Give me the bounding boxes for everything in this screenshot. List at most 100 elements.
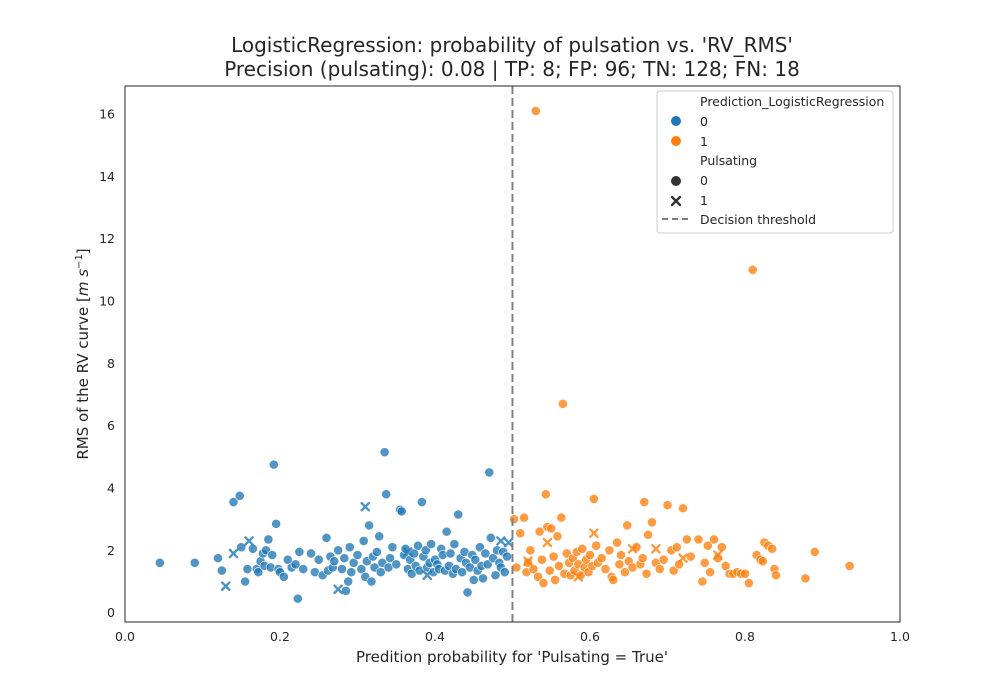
data-point-circle xyxy=(329,556,340,567)
data-point-circle xyxy=(413,540,423,551)
y-tick-label: 10 xyxy=(99,294,115,309)
data-point-circle xyxy=(596,553,607,564)
data-point-circle xyxy=(416,497,427,507)
data-point-circle xyxy=(544,565,555,576)
data-point-circle xyxy=(449,539,460,549)
data-point-circle xyxy=(337,564,347,574)
legend: Prediction_LogisticRegression 0 1 Pulsat… xyxy=(656,90,894,234)
data-point-circle xyxy=(709,534,719,545)
data-point-circle xyxy=(705,567,716,578)
data-point-circle xyxy=(475,542,485,553)
data-point-circle xyxy=(321,532,332,543)
data-point-circle xyxy=(585,550,595,560)
data-point-circle xyxy=(480,548,491,559)
data-point-x-marker xyxy=(651,543,661,554)
legend-hue-0-label: 0 xyxy=(700,114,708,129)
chart-subtitle: Precision (pulsating): 0.08 | TP: 8; FP:… xyxy=(224,57,800,81)
data-point-circle xyxy=(515,528,526,539)
data-point-circle xyxy=(213,553,223,564)
x-tick-label: 1.0 xyxy=(890,629,910,644)
data-point-circle xyxy=(608,575,619,585)
legend-threshold-label: Decision threshold xyxy=(700,212,816,227)
legend-hue-1-marker xyxy=(671,136,681,146)
data-point-circle xyxy=(509,514,519,525)
data-point-circle xyxy=(557,398,568,409)
data-point-circle xyxy=(346,567,357,578)
data-point-circle xyxy=(240,576,251,587)
data-point-x-marker xyxy=(333,584,343,595)
x-tick-label: 0.4 xyxy=(425,629,445,644)
data-point-circle xyxy=(699,557,710,568)
data-point-circle xyxy=(396,506,407,517)
data-point-circle xyxy=(468,575,479,585)
data-point-x-marker xyxy=(542,537,553,548)
chart-title: LogisticRegression: probability of pulsa… xyxy=(231,33,793,57)
data-point-circle xyxy=(552,531,563,542)
data-point-circle xyxy=(234,490,245,501)
data-point-circle xyxy=(534,526,545,537)
data-point-circle xyxy=(767,543,778,554)
data-point-circle xyxy=(482,559,493,570)
data-point-x-marker xyxy=(627,543,638,554)
data-point-circle xyxy=(189,557,200,568)
legend-hue-0-marker xyxy=(671,116,681,126)
data-point-circle xyxy=(528,564,539,574)
data-point-circle xyxy=(385,553,395,564)
data-point-circle xyxy=(379,447,390,458)
data-point-circle xyxy=(546,523,557,534)
data-point-circle xyxy=(502,551,512,562)
data-point-circle xyxy=(478,573,488,584)
data-point-circle xyxy=(445,548,456,559)
data-point-circle xyxy=(538,578,549,588)
data-point-circle xyxy=(292,593,303,604)
data-point-circle xyxy=(298,564,309,574)
data-point-circle xyxy=(604,545,615,556)
data-point-circle xyxy=(556,512,567,523)
y-tick-label: 12 xyxy=(99,231,115,246)
data-point-circle xyxy=(485,532,496,543)
data-point-circle xyxy=(453,509,464,520)
data-point-circle xyxy=(600,564,611,574)
data-point-circle xyxy=(519,512,530,523)
data-point-circle xyxy=(267,550,278,560)
data-point-circle xyxy=(654,564,665,574)
data-point-circle xyxy=(616,550,626,560)
data-point-circle xyxy=(282,554,293,565)
data-point-circle xyxy=(484,467,495,478)
legend-box xyxy=(656,90,894,234)
data-point-circle xyxy=(387,542,398,553)
data-point-circle xyxy=(426,539,437,549)
data-point-circle xyxy=(313,554,324,565)
data-point-circle xyxy=(236,542,247,553)
data-point-circle xyxy=(647,517,657,528)
data-point-circle xyxy=(678,503,688,514)
data-point-x-marker xyxy=(523,556,533,567)
x-axis-ticks: 0.0 0.2 0.4 0.6 0.8 1.0 xyxy=(115,629,910,644)
plot-frame xyxy=(124,85,901,623)
data-point-circle xyxy=(637,553,648,564)
legend-style-0-marker xyxy=(671,176,681,186)
data-point-circle xyxy=(290,559,301,570)
data-point-circle xyxy=(253,567,264,578)
data-point-circle xyxy=(662,500,673,511)
data-point-circle xyxy=(693,534,704,545)
y-tick-label: 14 xyxy=(99,169,115,184)
data-point-circle xyxy=(643,529,654,540)
data-point-circle xyxy=(771,570,781,581)
data-point-circle xyxy=(263,534,274,545)
legend-style-1-marker xyxy=(670,195,682,207)
data-point-circle xyxy=(381,489,392,500)
data-point-circle xyxy=(577,543,588,554)
data-point-circle xyxy=(537,554,547,565)
data-point-circle xyxy=(612,537,623,548)
y-axis-label-exponent: −1 xyxy=(74,254,85,269)
data-point-circle xyxy=(420,545,431,556)
x-tick-label: 0.8 xyxy=(735,629,755,644)
data-point-circle xyxy=(588,494,599,504)
data-point-circle xyxy=(333,545,344,556)
data-point-x-marker xyxy=(403,547,413,557)
data-point-circle xyxy=(668,565,679,576)
data-point-circle xyxy=(470,554,481,565)
data-point-circle xyxy=(391,559,402,570)
